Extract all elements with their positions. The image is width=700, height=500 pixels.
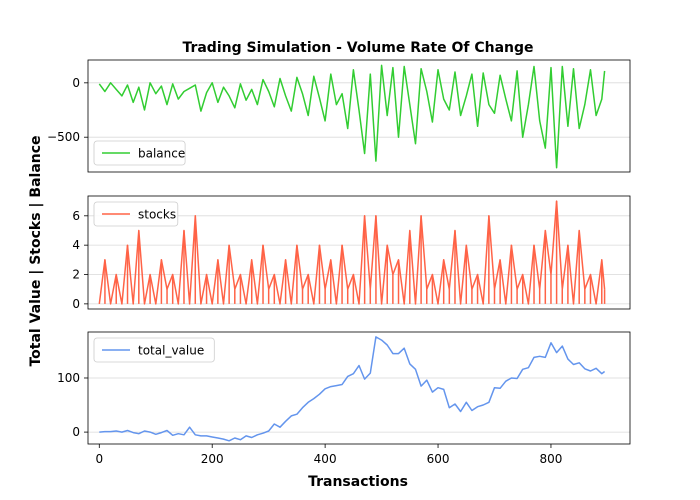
legend-box bbox=[93, 201, 179, 227]
y-tick-label: 0 bbox=[72, 425, 80, 439]
y-axis-label: Total Value | Stocks | Balance bbox=[28, 135, 44, 366]
x-tick-label: 600 bbox=[427, 452, 450, 466]
y-tick-label: 2 bbox=[72, 268, 80, 282]
stocks-panel: 0 2 4 6 stocks bbox=[72, 195, 631, 311]
y-tick-label: 6 bbox=[72, 209, 80, 223]
y-tick-label: 0 bbox=[72, 297, 80, 311]
x-tick-label: 200 bbox=[201, 452, 224, 466]
y-tick-label: −500 bbox=[47, 130, 80, 144]
legend-label: total_value bbox=[138, 344, 204, 358]
legend: stocks bbox=[93, 201, 179, 227]
x-tick-label: 400 bbox=[314, 452, 337, 466]
plot-frame bbox=[87, 331, 631, 445]
legend-box bbox=[93, 140, 186, 166]
legend: total_value bbox=[93, 337, 215, 363]
y-tick-label: 100 bbox=[57, 371, 80, 385]
series-line-balance bbox=[98, 64, 606, 169]
chart-title: Trading Simulation - Volume Rate Of Chan… bbox=[182, 40, 533, 56]
plot-frame bbox=[87, 59, 631, 173]
legend: balance bbox=[93, 140, 186, 166]
legend-label: stocks bbox=[138, 208, 176, 222]
x-tick-label: 800 bbox=[540, 452, 563, 466]
x-axis-label: Transactions bbox=[308, 474, 408, 490]
legend-box bbox=[93, 337, 215, 363]
balance-panel: −500 0 balance bbox=[47, 59, 631, 173]
legend-label: balance bbox=[138, 147, 185, 161]
total-value-panel: 0 100 0 200 400 600 800 total_value bbox=[57, 331, 631, 466]
series-line-total_value bbox=[99, 336, 606, 442]
y-tick-label: 4 bbox=[72, 238, 80, 252]
y-tick-label: 0 bbox=[72, 76, 80, 90]
x-tick-label: 0 bbox=[95, 452, 103, 466]
plot-frame bbox=[87, 195, 631, 310]
